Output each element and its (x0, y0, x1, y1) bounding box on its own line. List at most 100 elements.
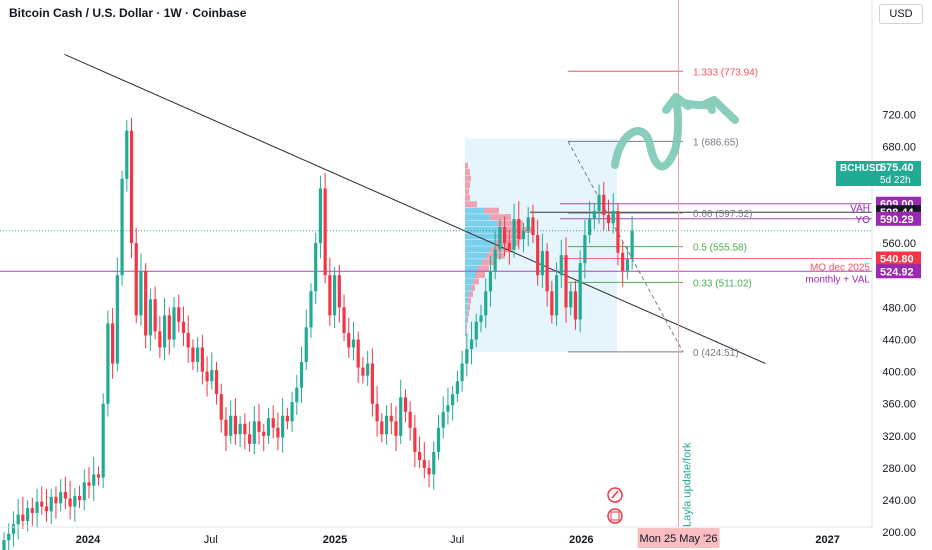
annotation-label: VAH (850, 204, 870, 215)
volume-profile-bar (465, 329, 466, 336)
volume-profile-bar (482, 259, 495, 266)
candle-body (238, 423, 242, 435)
price-badge-label: 590.29 (880, 214, 914, 226)
volume-profile-bar (465, 310, 467, 317)
candle-body (26, 508, 30, 521)
volume-profile-bar (473, 278, 479, 285)
volume-profile-bar (465, 227, 501, 233)
trendline (64, 53, 766, 365)
candle-body (455, 381, 459, 395)
volume-profile-bar (465, 233, 498, 240)
candle-body (181, 321, 186, 334)
x-tick-label: Jul (204, 534, 218, 546)
candle-body (309, 291, 313, 328)
volume-profile-bar (495, 239, 519, 246)
volume-profile-bar (468, 304, 470, 311)
candle-body (479, 315, 483, 322)
candle-body (200, 347, 204, 372)
candle-body (266, 418, 271, 436)
candle-body (616, 210, 620, 253)
volume-profile-bar (484, 207, 499, 214)
candle-body (276, 427, 280, 438)
candle-body (257, 421, 261, 432)
y-tick-label: 400.00 (882, 367, 916, 379)
fib-label: 0.66 (597.52) (693, 209, 753, 220)
candle-body (328, 275, 332, 316)
candle-body (7, 533, 11, 541)
candle-body (35, 501, 39, 513)
y-tick-label: 480.00 (882, 302, 916, 314)
candle-body (578, 263, 582, 320)
candle-body (139, 271, 143, 316)
candle-body (399, 397, 403, 436)
candle-body (129, 130, 134, 244)
candle-body (606, 214, 611, 224)
candle-body (243, 423, 247, 435)
candle-body (531, 217, 535, 236)
volume-profile-bar (465, 278, 473, 285)
candle-body (370, 363, 374, 404)
candle-body (224, 419, 228, 436)
candle-body (375, 403, 379, 422)
candle-body (186, 333, 190, 348)
candle-body (432, 451, 436, 475)
candle-body (16, 514, 20, 525)
candle-body (233, 415, 238, 435)
volume-profile-bar (469, 291, 473, 298)
candle-body (361, 367, 365, 376)
volume-profile-bar (466, 329, 467, 336)
candle-body (153, 299, 157, 332)
candle-body (384, 415, 389, 435)
candle-body (550, 291, 554, 316)
candle-body (82, 482, 86, 501)
candle-body (125, 130, 129, 179)
candle-body (564, 255, 568, 308)
candle-body (559, 255, 563, 276)
event-icon (607, 508, 623, 524)
candle-body (271, 418, 275, 428)
volume-profile-bar (501, 227, 531, 233)
annotation-label: monthly + VAL (805, 274, 870, 285)
candle-body (106, 323, 110, 404)
lightning-icon (611, 490, 619, 499)
candle-body (630, 231, 634, 260)
annotation-label: YO (856, 215, 871, 226)
candle-body (318, 188, 323, 244)
x-tick-label: 2027 (815, 534, 839, 546)
candle-body (394, 421, 398, 436)
candle-body (351, 339, 356, 348)
event-icon (607, 487, 623, 503)
volume-profile-bar (465, 175, 471, 182)
candle-body (427, 467, 431, 475)
candle-body (191, 347, 195, 362)
volume-profile-bar (465, 214, 490, 221)
candle-body (611, 210, 615, 224)
currency-button[interactable]: USD (879, 4, 923, 24)
candle-body (162, 315, 167, 348)
candle-body (380, 421, 384, 435)
annotation-label: MO dec 2025 (810, 262, 870, 273)
price-badge (876, 264, 921, 279)
candle-body (68, 498, 72, 507)
candle-body (446, 405, 450, 412)
candle-body (290, 402, 294, 422)
candle-body (389, 415, 393, 422)
candle-body (366, 363, 370, 376)
candle-body (469, 339, 474, 350)
volume-profile-bar (476, 271, 485, 278)
candle-body (356, 339, 360, 368)
candle-body (507, 243, 511, 250)
x-tick-label: 2024 (76, 534, 101, 546)
candle-body (337, 275, 341, 308)
candle-body (21, 514, 25, 521)
candle-body (30, 508, 34, 513)
candle-body (441, 411, 445, 428)
price-badge-label: 540.80 (880, 254, 914, 266)
candle-body (521, 231, 526, 240)
fib-label: 0.33 (511.02) (693, 278, 752, 289)
volume-profile-bar (465, 207, 484, 214)
hand-drawn-arrow (611, 93, 739, 171)
volume-profile-bar (465, 188, 469, 195)
x-tick-label: Jul (450, 534, 464, 546)
